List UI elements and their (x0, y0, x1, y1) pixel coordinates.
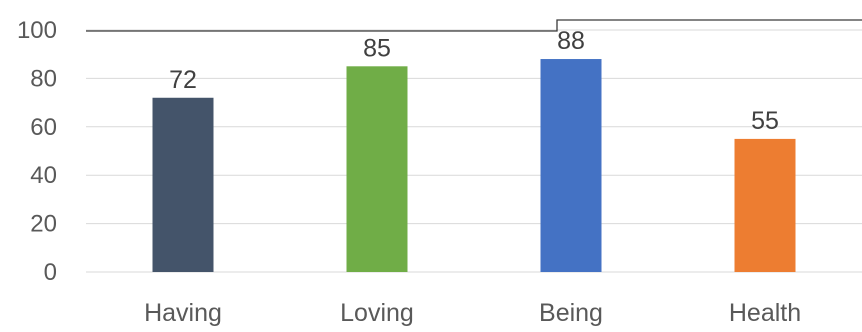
data-label: 72 (169, 66, 197, 94)
data-label: 85 (363, 34, 391, 62)
bars (152, 59, 796, 272)
bar-being (540, 59, 602, 272)
y-tick-label: 60 (30, 114, 57, 141)
x-category-label: Loving (340, 299, 414, 327)
y-axis-ticks: 0 20 40 60 80 100 (17, 17, 57, 286)
data-label: 55 (751, 107, 779, 135)
y-tick-label: 100 (17, 17, 57, 44)
x-category-label: Having (144, 299, 222, 327)
y-tick-label: 80 (30, 65, 57, 92)
data-label: 88 (557, 27, 585, 55)
bar-having (152, 97, 214, 272)
x-category-label: Health (729, 299, 801, 327)
x-category-label: Being (539, 299, 603, 327)
gridlines (86, 29, 862, 273)
bar-loving (346, 66, 408, 272)
y-tick-label: 40 (30, 162, 57, 189)
data-labels: 72 85 88 55 (169, 27, 779, 135)
y-tick-label: 0 (44, 259, 57, 286)
y-tick-label: 20 (30, 211, 57, 238)
annotation-line (86, 19, 862, 32)
x-axis-categories: Having Loving Being Health (144, 299, 801, 327)
bar-health (734, 138, 796, 272)
